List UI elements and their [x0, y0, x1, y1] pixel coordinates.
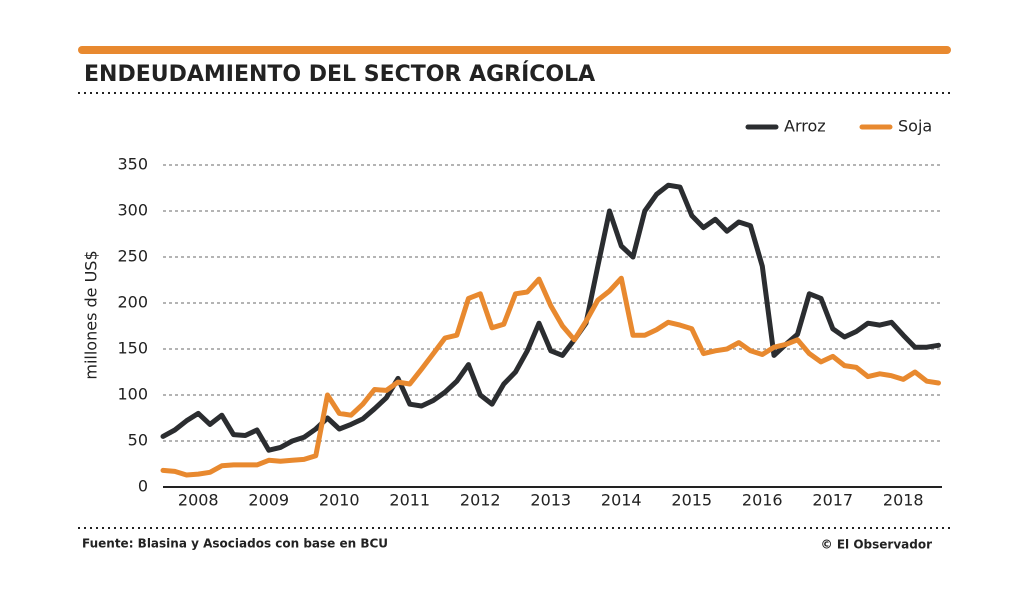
- x-tick-label: 2015: [671, 491, 712, 510]
- legend-label: Soja: [898, 117, 932, 136]
- y-tick-label: 350: [117, 155, 148, 174]
- x-tick-label: 2011: [389, 491, 430, 510]
- y-tick-label: 100: [117, 385, 148, 404]
- x-tick-label: 2009: [248, 491, 289, 510]
- y-tick-label: 200: [117, 293, 148, 312]
- y-axis-label: millones de US$: [82, 250, 101, 379]
- y-tick-label: 0: [138, 477, 148, 496]
- line-series: [160, 275, 941, 478]
- x-tick-label: 2014: [601, 491, 642, 510]
- x-tick-label: 2017: [812, 491, 853, 510]
- x-tick-label: 2016: [742, 491, 783, 510]
- x-tick-label: 2018: [883, 491, 924, 510]
- x-tick-label: 2012: [460, 491, 501, 510]
- chart-title: ENDEUDAMIENTO DEL SECTOR AGRÍCOLA: [84, 61, 595, 87]
- x-tick-label: 2013: [530, 491, 571, 510]
- x-tick-label: 2008: [178, 491, 219, 510]
- line-series: [160, 182, 941, 453]
- source: Fuente: Blasina y Asociados con base en …: [82, 537, 388, 551]
- y-tick-label: 300: [117, 201, 148, 220]
- top-bar: [78, 46, 951, 54]
- credit: © El Observador: [821, 538, 932, 552]
- legend-label: Arroz: [784, 117, 826, 136]
- x-tick-label: 2010: [319, 491, 360, 510]
- y-tick-label: 250: [117, 247, 148, 266]
- y-tick-label: 50: [128, 431, 148, 450]
- y-tick-label: 150: [117, 339, 148, 358]
